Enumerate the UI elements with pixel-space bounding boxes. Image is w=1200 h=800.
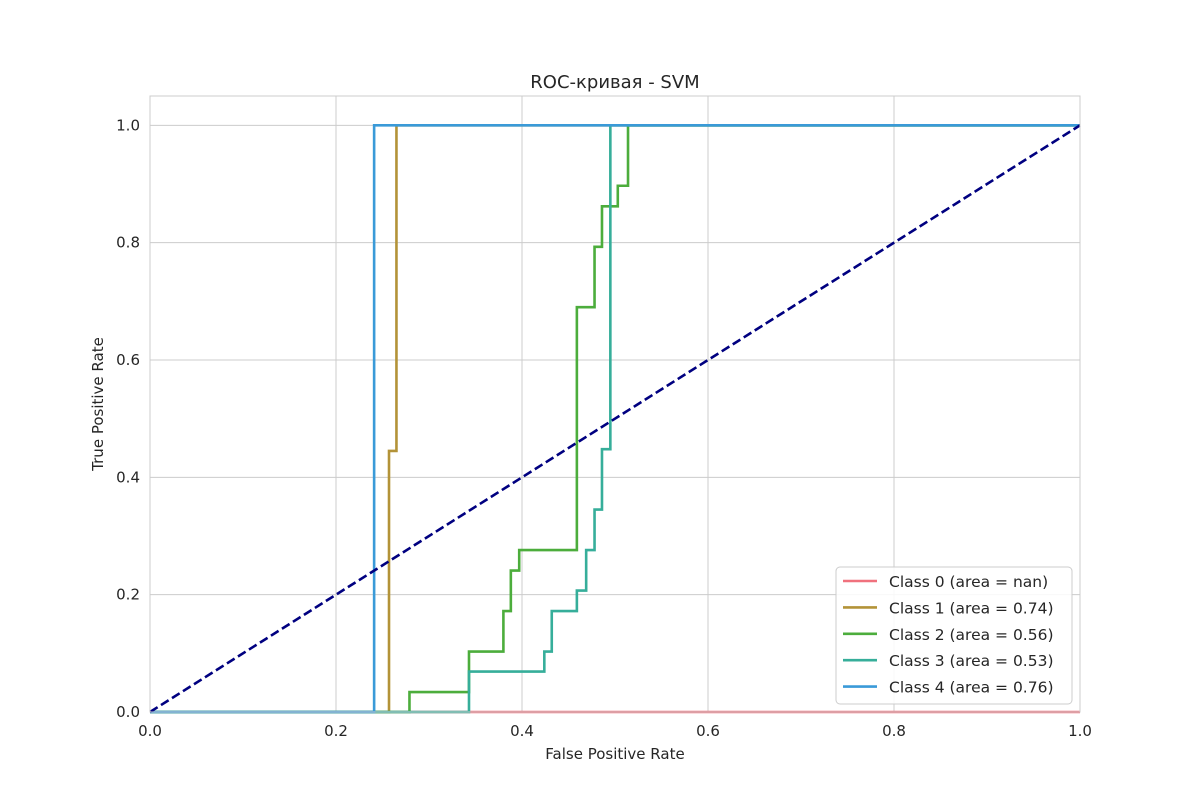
x-tick-label: 0.2 — [324, 722, 348, 740]
y-tick-label: 0.6 — [116, 351, 140, 369]
x-tick-label: 0.8 — [882, 722, 906, 740]
y-tick-label: 1.0 — [116, 116, 140, 134]
x-tick-labels: 0.0 0.2 0.4 0.6 0.8 1.0 — [138, 722, 1092, 740]
legend-label-class-3: Class 3 (area = 0.53) — [889, 652, 1054, 670]
x-tick-label: 0.6 — [696, 722, 720, 740]
legend-label-class-0: Class 0 (area = nan) — [889, 573, 1048, 591]
y-tick-label: 0.2 — [116, 586, 140, 604]
y-tick-label: 0.4 — [116, 468, 140, 486]
chart-title: ROC-кривая - SVM — [530, 72, 699, 93]
y-tick-label: 0.8 — [116, 234, 140, 252]
legend: Class 0 (area = nan) Class 1 (area = 0.74… — [835, 566, 1073, 705]
x-tick-label: 0.0 — [138, 722, 162, 740]
legend-label-class-2: Class 2 (area = 0.56) — [889, 626, 1054, 644]
y-axis-label: True Positive Rate — [89, 337, 107, 472]
x-tick-label: 0.4 — [510, 722, 534, 740]
y-tick-label: 0.0 — [116, 703, 140, 721]
legend-items: Class 0 (area = nan) Class 1 (area = 0.74… — [843, 573, 1054, 697]
y-tick-labels: 0.0 0.2 0.4 0.6 0.8 1.0 — [116, 116, 140, 721]
reference-diagonal-line — [149, 124, 1081, 714]
x-tick-label: 1.0 — [1068, 722, 1092, 740]
legend-box — [835, 566, 1073, 705]
legend-label-class-4: Class 4 (area = 0.76) — [889, 679, 1054, 697]
series-line-class-3 — [150, 124, 1080, 714]
reference-layer — [149, 124, 1081, 714]
legend-label-class-1: Class 1 (area = 0.74) — [889, 599, 1054, 617]
plot-frame — [149, 95, 1081, 713]
x-axis-label: False Positive Rate — [545, 745, 684, 763]
